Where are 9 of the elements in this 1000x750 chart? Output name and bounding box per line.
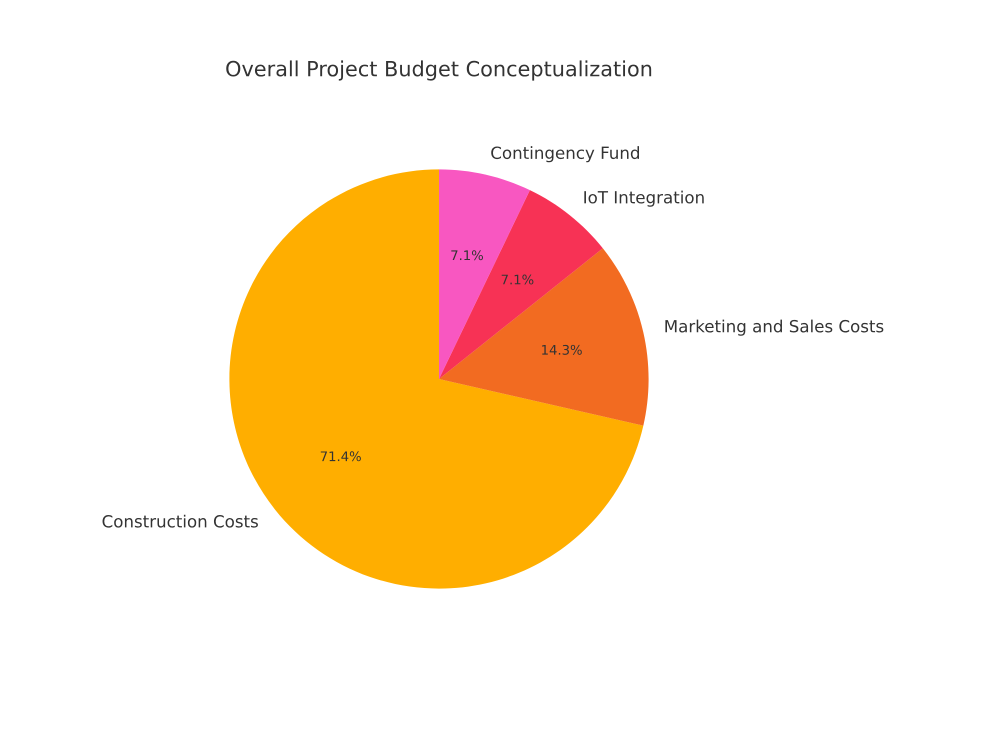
slice-label: Construction Costs [102, 514, 258, 528]
data-label: 7.1% [502, 274, 534, 284]
data-label: 7.1% [451, 250, 484, 260]
slice-label: Contingency Fund [491, 146, 639, 162]
chart-title: Overall Project Budget Conceptualization [226, 60, 652, 81]
data-label: 14.3% [542, 344, 582, 355]
data-label: 71.4% [320, 451, 361, 462]
slice-label: IoT Integration [584, 190, 704, 207]
slice-label: Marketing and Sales Costs [665, 320, 884, 336]
